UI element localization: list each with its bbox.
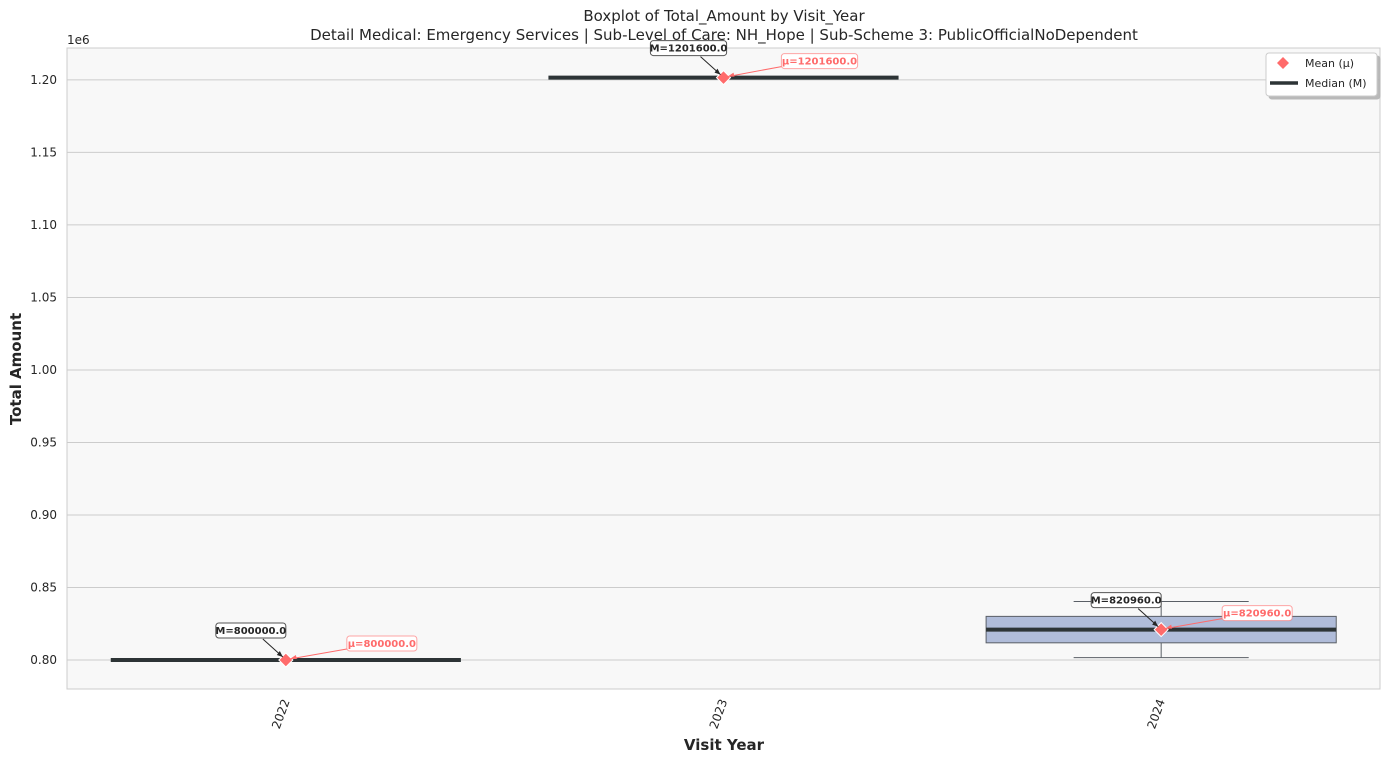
box-2022 — [110, 652, 461, 668]
y-tick-labels: 0.80 0.85 0.90 0.95 1.00 1.05 1.10 1.15 1.20 — [30, 73, 57, 667]
median-arrow-head — [1152, 620, 1159, 627]
mean-arrow — [289, 648, 347, 660]
plot-area — [66, 47, 1381, 690]
x-tick-label: 2022 — [269, 697, 293, 730]
y-offset-label: 1e6 — [67, 33, 90, 47]
x-tick-label: 2024 — [1144, 697, 1168, 730]
median-label: M=820960.0 — [1091, 596, 1162, 607]
median-arrow-head — [276, 650, 283, 657]
chart-title: Boxplot of Total_Amount by Visit_Year — [583, 7, 865, 26]
y-tick-label: 0.85 — [30, 580, 57, 594]
mean-arrow-head — [289, 654, 297, 659]
y-tick-label: 0.95 — [30, 435, 57, 449]
box-2023 — [548, 69, 899, 86]
median-label: M=800000.0 — [215, 626, 286, 637]
median-label-box — [215, 622, 287, 639]
legend-mean-label: Mean (μ) — [1305, 57, 1354, 70]
y-tick-label: 1.10 — [30, 218, 57, 232]
annotation-2022: M=800000.0 μ=800000.0 — [215, 622, 418, 660]
mean-label: μ=820960.0 — [1223, 609, 1291, 620]
mean-arrow — [1165, 618, 1223, 630]
legend-mean-diamond-icon — [1277, 57, 1289, 69]
chart-subtitle: Detail Medical: Emergency Services | Sub… — [310, 26, 1138, 45]
y-tick-label: 0.80 — [30, 653, 57, 667]
annotation-2024: M=820960.0 μ=820960.0 — [1090, 592, 1293, 630]
y-axis-label: Total Amount — [7, 313, 25, 425]
legend-median-label: Median (M) — [1305, 77, 1367, 90]
mean-label: μ=800000.0 — [348, 639, 416, 650]
y-tick-label: 1.15 — [30, 145, 57, 159]
mean-arrow-head — [1165, 624, 1173, 629]
mean-arrow-head — [727, 72, 735, 77]
median-arrow-head — [714, 68, 721, 75]
y-tick-label: 0.90 — [30, 508, 57, 522]
legend-box — [1265, 52, 1378, 97]
annotation-2023: M=1201600.0 μ=1201600.0 — [649, 40, 859, 78]
median-label-box — [649, 40, 728, 57]
median-label: M=1201600.0 — [650, 44, 728, 55]
median-label-box — [1090, 592, 1162, 609]
x-tick-labels: 2022 2023 2024 — [269, 697, 1168, 730]
mean-label-box — [346, 635, 418, 652]
mean-marker — [278, 652, 294, 668]
x-tick-label: 2023 — [707, 697, 731, 730]
annotations: M=800000.0 μ=800000.0 M=1201600.0 μ=1201600… — [215, 40, 1293, 660]
legend: Mean (μ) Median (M) — [1265, 52, 1378, 97]
mean-label-box — [780, 53, 859, 70]
mean-label-box — [1221, 605, 1293, 622]
mean-arrow — [727, 66, 782, 78]
x-axis-label: Visit Year — [684, 736, 765, 754]
y-tick-label: 1.20 — [30, 73, 57, 87]
y-tick-label: 1.05 — [30, 290, 57, 304]
y-tick-label: 1.00 — [30, 363, 57, 377]
mean-marker — [715, 69, 732, 86]
mean-label: μ=1201600.0 — [782, 57, 857, 68]
